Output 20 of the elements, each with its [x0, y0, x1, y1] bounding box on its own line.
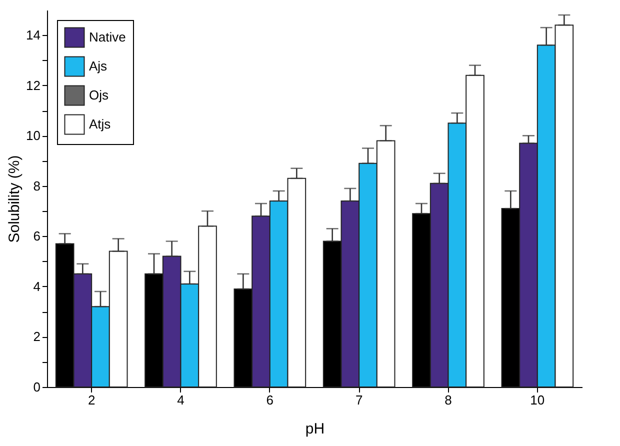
y-tick-label: 14	[26, 28, 40, 43]
legend-label: Ajs	[89, 58, 108, 74]
y-tick-label: 6	[33, 228, 40, 244]
y-tick-label: 12	[26, 78, 40, 93]
y-tick-label: 4	[33, 278, 40, 294]
y-tick-label: 10	[26, 128, 40, 144]
x-tick-label: 7	[355, 392, 363, 408]
y-tick-label: 8	[33, 178, 40, 194]
legend-label: Native	[89, 30, 126, 44]
x-tick-label: 10	[530, 392, 545, 408]
y-tick-label: 0	[33, 380, 40, 394]
legend-label: Atjs	[89, 116, 112, 132]
y-tick-label: 2	[33, 329, 40, 344]
x-axis-title: pH	[305, 420, 325, 438]
x-tick-label: 6	[266, 392, 274, 408]
x-tick-label: 2	[88, 392, 96, 408]
x-tick-label: 4	[177, 392, 184, 408]
legend-label: Ojs	[89, 88, 109, 102]
y-axis-title: Solubility (%)	[6, 155, 24, 243]
x-tick-label: 8	[444, 392, 452, 408]
